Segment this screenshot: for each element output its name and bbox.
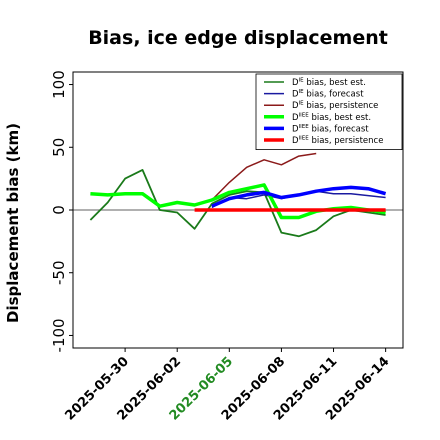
y-axis-label: Displacement bias (km) bbox=[4, 123, 22, 323]
series-line-4 bbox=[211, 185, 387, 208]
legend-label-1: DIE bias, forecast bbox=[292, 89, 364, 100]
legend-label-4: DIIEE bias, forecast bbox=[292, 124, 369, 135]
series-line-2 bbox=[211, 152, 317, 201]
y-tick-label-3: -50 bbox=[50, 260, 68, 285]
series-line-0 bbox=[89, 169, 386, 238]
legend-label-0: DIE bias, best est. bbox=[292, 78, 366, 89]
legend: DIE bias, best est.DIE bias, forecastDIE… bbox=[255, 73, 403, 150]
y-tick-label-1: 50 bbox=[50, 138, 68, 157]
y-tick-label-0: 100 bbox=[50, 70, 68, 99]
legend-label-3: DIIEE bias, best est. bbox=[292, 112, 371, 123]
y-tick-label-4: -100 bbox=[50, 318, 68, 352]
legend-label-5: DIIEE bias, persistence bbox=[292, 136, 383, 147]
y-tick-label-2: 0 bbox=[50, 205, 68, 215]
chart-title: Bias, ice edge displacement bbox=[88, 27, 388, 49]
legend-box bbox=[255, 73, 403, 150]
legend-label-2: DIE bias, persistence bbox=[292, 101, 378, 112]
